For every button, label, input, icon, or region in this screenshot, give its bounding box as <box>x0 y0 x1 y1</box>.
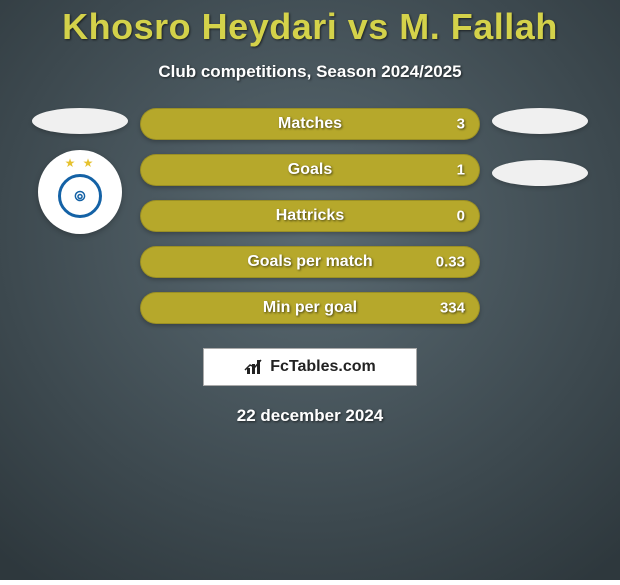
stat-label: Min per goal <box>263 299 357 317</box>
stat-bar: Goals 1 <box>140 154 480 186</box>
badge-inner-icon: ⦾ <box>58 174 102 218</box>
stat-right-value: 0 <box>457 208 465 225</box>
comparison-title: Khosro Heydari vs M. Fallah <box>62 6 558 48</box>
stat-bar: Hattricks 0 <box>140 200 480 232</box>
stat-right-value: 1 <box>457 162 465 179</box>
comparison-subtitle: Club competitions, Season 2024/2025 <box>158 62 461 82</box>
stat-label: Matches <box>278 115 342 133</box>
brand-chart-icon <box>244 358 264 376</box>
right-player-placeholder-icon <box>492 108 588 134</box>
brand-text: FcTables.com <box>270 358 376 376</box>
right-player-placeholder-icon <box>492 160 588 186</box>
comparison-area: ★ ★ ⦾ Matches 3 Goals 1 Hattricks 0 Goals per … <box>0 108 620 324</box>
stat-right-value: 334 <box>440 300 465 317</box>
brand-box: FcTables.com <box>203 348 417 386</box>
stat-label: Goals per match <box>247 253 372 271</box>
stat-bars: Matches 3 Goals 1 Hattricks 0 Goals per match 0… <box>140 108 480 324</box>
left-player-placeholder-icon <box>32 108 128 134</box>
stat-bar: Matches 3 <box>140 108 480 140</box>
stat-bar: Goals per match 0.33 <box>140 246 480 278</box>
right-player-column <box>490 108 590 186</box>
stat-right-value: 3 <box>457 116 465 133</box>
stat-right-value: 0.33 <box>436 254 465 271</box>
left-club-badge-icon: ★ ★ ⦾ <box>38 150 122 234</box>
stat-label: Goals <box>288 161 332 179</box>
stat-label: Hattricks <box>276 207 344 225</box>
stat-bar: Min per goal 334 <box>140 292 480 324</box>
left-player-column: ★ ★ ⦾ <box>30 108 130 234</box>
date-text: 22 december 2024 <box>237 406 384 426</box>
badge-stars-icon: ★ ★ <box>65 156 96 170</box>
